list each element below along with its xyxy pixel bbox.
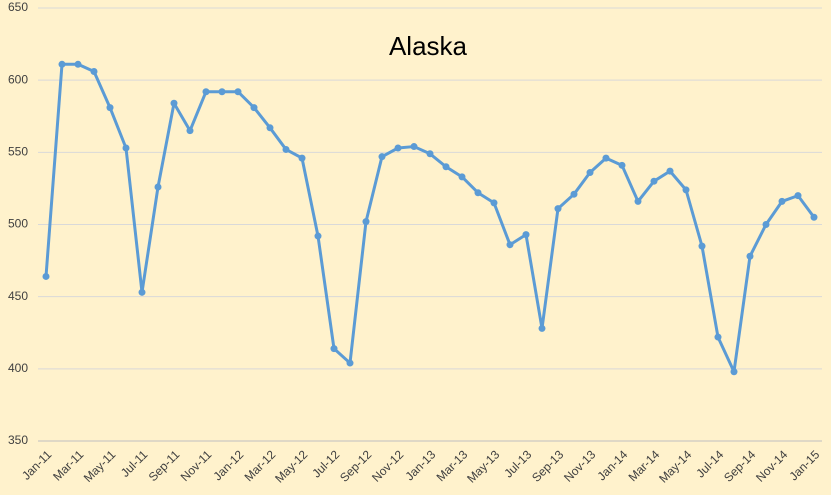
marker <box>730 368 738 376</box>
marker <box>122 144 130 152</box>
marker <box>202 88 210 96</box>
marker <box>794 192 802 200</box>
y-tick-label: 400 <box>8 361 28 375</box>
y-tick-label: 450 <box>8 289 28 303</box>
marker <box>362 218 370 226</box>
marker <box>618 161 626 169</box>
marker <box>698 242 706 250</box>
marker <box>298 154 306 162</box>
marker <box>778 197 786 205</box>
marker <box>58 60 66 68</box>
marker <box>810 213 818 221</box>
marker <box>666 167 674 175</box>
marker <box>650 177 658 185</box>
marker <box>570 190 578 198</box>
marker <box>234 88 242 96</box>
y-tick-label: 350 <box>8 433 28 447</box>
marker <box>186 127 194 135</box>
chart-title: Alaska <box>389 31 468 61</box>
y-tick-label: 500 <box>8 217 28 231</box>
marker <box>314 232 322 240</box>
marker <box>602 154 610 162</box>
marker <box>106 104 114 112</box>
marker <box>538 324 546 332</box>
marker <box>266 124 274 132</box>
y-tick-label: 650 <box>8 0 28 14</box>
marker <box>458 173 466 181</box>
marker <box>346 359 354 367</box>
marker <box>250 104 258 112</box>
marker <box>522 231 530 239</box>
y-tick-label: 600 <box>8 72 28 86</box>
marker <box>682 186 690 194</box>
marker <box>74 60 82 68</box>
marker <box>506 241 514 249</box>
marker <box>410 143 418 151</box>
y-tick-label: 550 <box>8 145 28 159</box>
marker <box>330 345 338 353</box>
marker <box>378 153 386 161</box>
marker <box>426 150 434 158</box>
marker <box>138 288 146 296</box>
marker <box>490 199 498 207</box>
marker <box>442 163 450 171</box>
marker <box>586 169 594 177</box>
marker <box>154 183 162 191</box>
marker <box>762 221 770 228</box>
marker <box>170 99 178 107</box>
marker <box>42 272 50 280</box>
marker <box>282 145 290 153</box>
marker <box>714 333 722 341</box>
marker <box>554 205 562 213</box>
marker <box>394 144 402 152</box>
marker <box>746 252 754 260</box>
marker <box>474 189 482 197</box>
marker <box>634 197 642 205</box>
marker <box>218 88 226 96</box>
marker <box>90 68 98 76</box>
